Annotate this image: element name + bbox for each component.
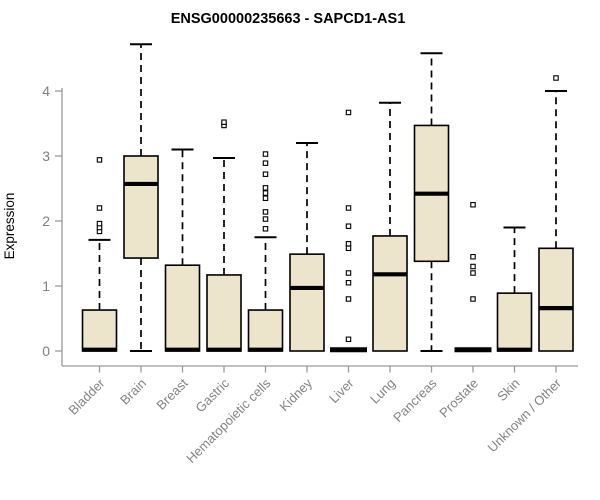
outlier-point xyxy=(262,190,269,196)
box-rect xyxy=(81,309,118,352)
box-group xyxy=(454,202,492,353)
box-rect xyxy=(206,274,242,352)
x-category-label: Brain xyxy=(117,376,149,408)
outlier-point xyxy=(345,279,352,286)
outlier-point xyxy=(470,254,476,260)
outlier-point xyxy=(262,160,269,166)
outlier-point xyxy=(470,202,476,208)
boxes-layer xyxy=(81,43,574,353)
outlier-point xyxy=(221,119,227,125)
outlier-point xyxy=(262,185,269,191)
x-category-label: Prostate xyxy=(436,376,481,421)
x-category-label: Unknown / Other xyxy=(485,375,565,455)
box-group xyxy=(81,157,118,352)
outlier-point xyxy=(345,296,352,302)
box-group xyxy=(164,148,201,352)
box-group xyxy=(496,226,533,352)
y-tick-label: 2 xyxy=(42,213,50,229)
outlier-point xyxy=(470,296,476,302)
outlier-point xyxy=(470,270,476,276)
box-rect xyxy=(372,235,408,352)
box-rect xyxy=(164,264,201,352)
outlier-point xyxy=(262,151,269,157)
box-rect xyxy=(538,247,574,352)
y-tick-label: 3 xyxy=(42,148,50,164)
box-group xyxy=(330,109,367,353)
box-group xyxy=(538,75,574,352)
outlier-point xyxy=(262,216,269,222)
box-group xyxy=(206,119,242,352)
box-group xyxy=(247,151,284,352)
outlier-point xyxy=(345,223,352,229)
box-group xyxy=(123,43,159,352)
x-category-label: Pancreas xyxy=(390,375,440,425)
box-rect xyxy=(496,292,533,352)
outlier-point xyxy=(345,245,352,252)
box-rect xyxy=(123,155,159,259)
outlier-point xyxy=(345,270,352,276)
y-tick-label: 4 xyxy=(42,83,50,99)
outlier-point xyxy=(345,241,352,247)
box-rect xyxy=(289,253,325,352)
y-tick-label: 0 xyxy=(42,343,50,359)
box-rect xyxy=(247,309,284,352)
box-group xyxy=(289,142,325,352)
y-tick-label: 1 xyxy=(42,278,50,294)
outlier-point xyxy=(96,220,103,227)
outlier-point xyxy=(553,75,559,81)
x-category-label: Breast xyxy=(153,375,190,412)
x-category-label: Liver xyxy=(326,375,357,406)
box-group xyxy=(372,101,408,352)
outlier-point xyxy=(345,336,352,343)
outlier-point xyxy=(262,226,269,232)
outlier-point xyxy=(345,205,352,211)
chart-title: ENSG00000235663 - SAPCD1-AS1 xyxy=(171,11,406,27)
outlier-point xyxy=(345,109,352,116)
x-category-label: Gastric xyxy=(192,375,232,415)
x-category-label: Kidney xyxy=(276,375,315,414)
y-axis-label: Expression xyxy=(2,193,17,260)
x-category-label: Bladder xyxy=(65,375,108,418)
x-category-label: Skin xyxy=(494,376,522,404)
outlier-point xyxy=(262,171,269,177)
outlier-point xyxy=(96,205,103,211)
outlier-point xyxy=(262,209,269,215)
outlier-point xyxy=(470,263,476,270)
box-group xyxy=(413,52,450,352)
outlier-point xyxy=(262,195,269,202)
outlier-point xyxy=(96,157,103,163)
x-category-label: Lung xyxy=(367,376,398,407)
